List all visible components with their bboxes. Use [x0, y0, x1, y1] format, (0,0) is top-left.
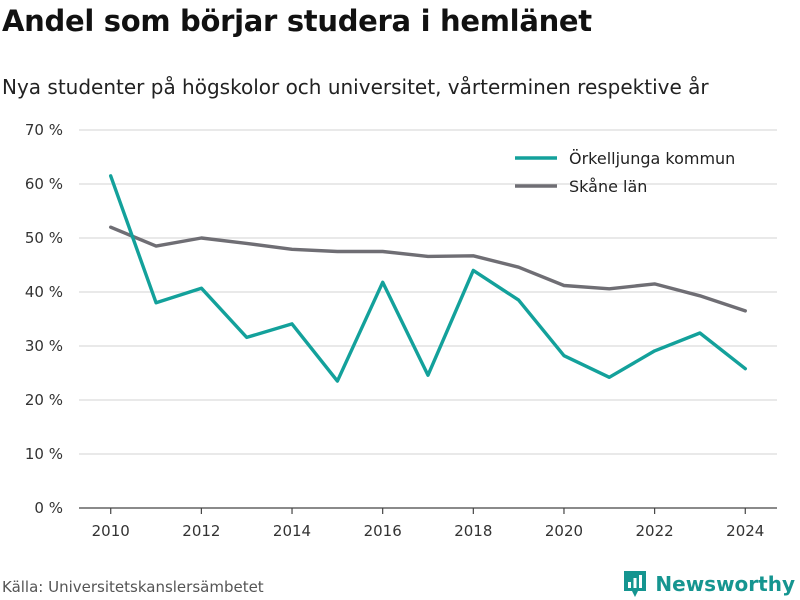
- series-line-skane: [108, 225, 747, 313]
- x-tick-label: 2016: [364, 522, 402, 540]
- y-tick-label: 30 %: [25, 337, 63, 355]
- legend: Örkelljunga kommun Skåne län: [515, 149, 735, 196]
- series-lines: [108, 174, 747, 383]
- x-tick-label: 2010: [92, 522, 130, 540]
- y-tick-label: 10 %: [25, 445, 63, 463]
- chart-subtitle: Nya studenter på högskolor och universit…: [2, 75, 709, 99]
- y-tick-label: 40 %: [25, 283, 63, 301]
- legend-label: Örkelljunga kommun: [569, 149, 735, 168]
- newsworthy-logo-icon: [624, 571, 647, 597]
- series-line-orkelljunga: [108, 174, 747, 383]
- x-tick-label: 2012: [182, 522, 220, 540]
- y-tick-label: 20 %: [25, 391, 63, 409]
- x-tick-label: 2020: [545, 522, 583, 540]
- x-tick-label: 2014: [273, 522, 311, 540]
- x-tick-label: 2018: [454, 522, 492, 540]
- y-axis: 0 % 10 % 20 % 30 % 40 % 50 % 60 % 70 %: [25, 121, 63, 517]
- y-tick-label: 70 %: [25, 121, 63, 139]
- grid-lines: [79, 129, 777, 455]
- legend-label: Skåne län: [569, 177, 647, 196]
- x-axis: 2010 2012 2014 2016 2018 2020 2022 2024: [79, 507, 777, 540]
- y-tick-label: 60 %: [25, 175, 63, 193]
- source-note: Källa: Universitetskanslersämbetet: [2, 578, 264, 596]
- x-tick-label: 2022: [636, 522, 674, 540]
- chart-title: Andel som börjar studera i hemlänet: [2, 4, 592, 38]
- y-tick-label: 50 %: [25, 229, 63, 247]
- brand-name: Newsworthy: [655, 572, 795, 596]
- y-tick-label: 0 %: [34, 499, 63, 517]
- brand-logo[interactable]: Newsworthy: [622, 569, 795, 599]
- x-tick-label: 2024: [726, 522, 764, 540]
